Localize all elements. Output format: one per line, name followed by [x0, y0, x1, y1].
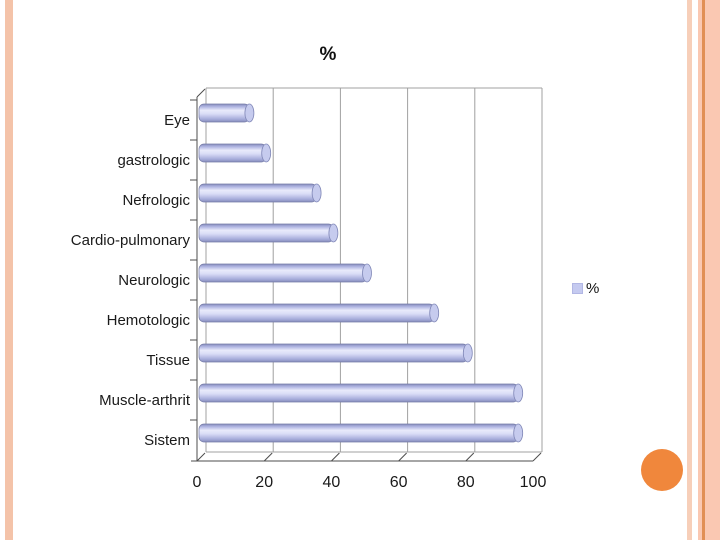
chart-title: % [319, 44, 337, 65]
bar-gastrologic [198, 143, 267, 163]
bar-sistem [198, 423, 519, 443]
right-border-stripe-band [698, 0, 720, 540]
x-tick-label-60: 60 [390, 474, 408, 491]
bar-muscle-arthrit [198, 383, 519, 403]
bar-end-cap-tissue [462, 343, 473, 363]
bar-end-cap-eye [244, 103, 255, 123]
x-tick-diagonal-20 [263, 452, 273, 462]
wall-top-diagonal [196, 88, 206, 98]
x-tick-diagonal-80 [465, 452, 475, 462]
bar-end-cap-neurologic [362, 263, 372, 283]
bar-eye [198, 103, 250, 123]
category-label-muscle-arthrit: Muscle-arthrit [99, 392, 191, 409]
left-border-stripe [5, 0, 13, 540]
x-tick-diagonal-100 [532, 452, 542, 462]
bar-end-cap-gastrologic [261, 143, 272, 163]
category-label-tissue: Tissue [146, 352, 190, 369]
bar-neurologic [198, 263, 368, 283]
bar-hemotologic [198, 303, 435, 323]
bar-end-cap-sistem [513, 423, 524, 443]
chart-legend: % [572, 279, 600, 297]
bar-tissue [198, 343, 469, 363]
bar-end-cap-hemotologic [429, 303, 440, 323]
bar-cardio-pulmonary [198, 223, 334, 243]
category-label-gastrologic: gastrologic [117, 152, 190, 169]
bar-end-cap-muscle-arthrit [513, 383, 524, 403]
x-tick-diagonal-60 [398, 452, 407, 462]
category-label-cardio-pulmonary: Cardio-pulmonary [71, 232, 191, 249]
x-tick-label-20: 20 [255, 474, 273, 491]
category-label-hemotologic: Hemotologic [107, 312, 191, 329]
category-label-nefrologic: Nefrologic [122, 192, 190, 209]
x-tick-diagonal-0 [196, 452, 206, 462]
legend-label: % [586, 279, 600, 297]
x-tick-label-40: 40 [323, 474, 341, 491]
bar-nefrologic [198, 183, 317, 203]
bar-end-cap-nefrologic [311, 183, 322, 203]
orange-circle-decoration [641, 449, 683, 491]
x-tick-label-80: 80 [457, 474, 475, 491]
legend-swatch-icon [572, 282, 583, 294]
category-label-eye: Eye [164, 112, 190, 129]
category-label-sistem: Sistem [144, 432, 190, 449]
right-border-stripe-thin [687, 0, 692, 540]
bar-end-cap-cardio-pulmonary [328, 223, 339, 243]
x-tick-label-100: 100 [520, 474, 547, 491]
x-tick-diagonal-40 [331, 452, 340, 462]
category-label-neurologic: Neurologic [118, 272, 190, 289]
x-tick-label-0: 0 [193, 474, 202, 491]
right-border-accent-line [702, 0, 705, 540]
